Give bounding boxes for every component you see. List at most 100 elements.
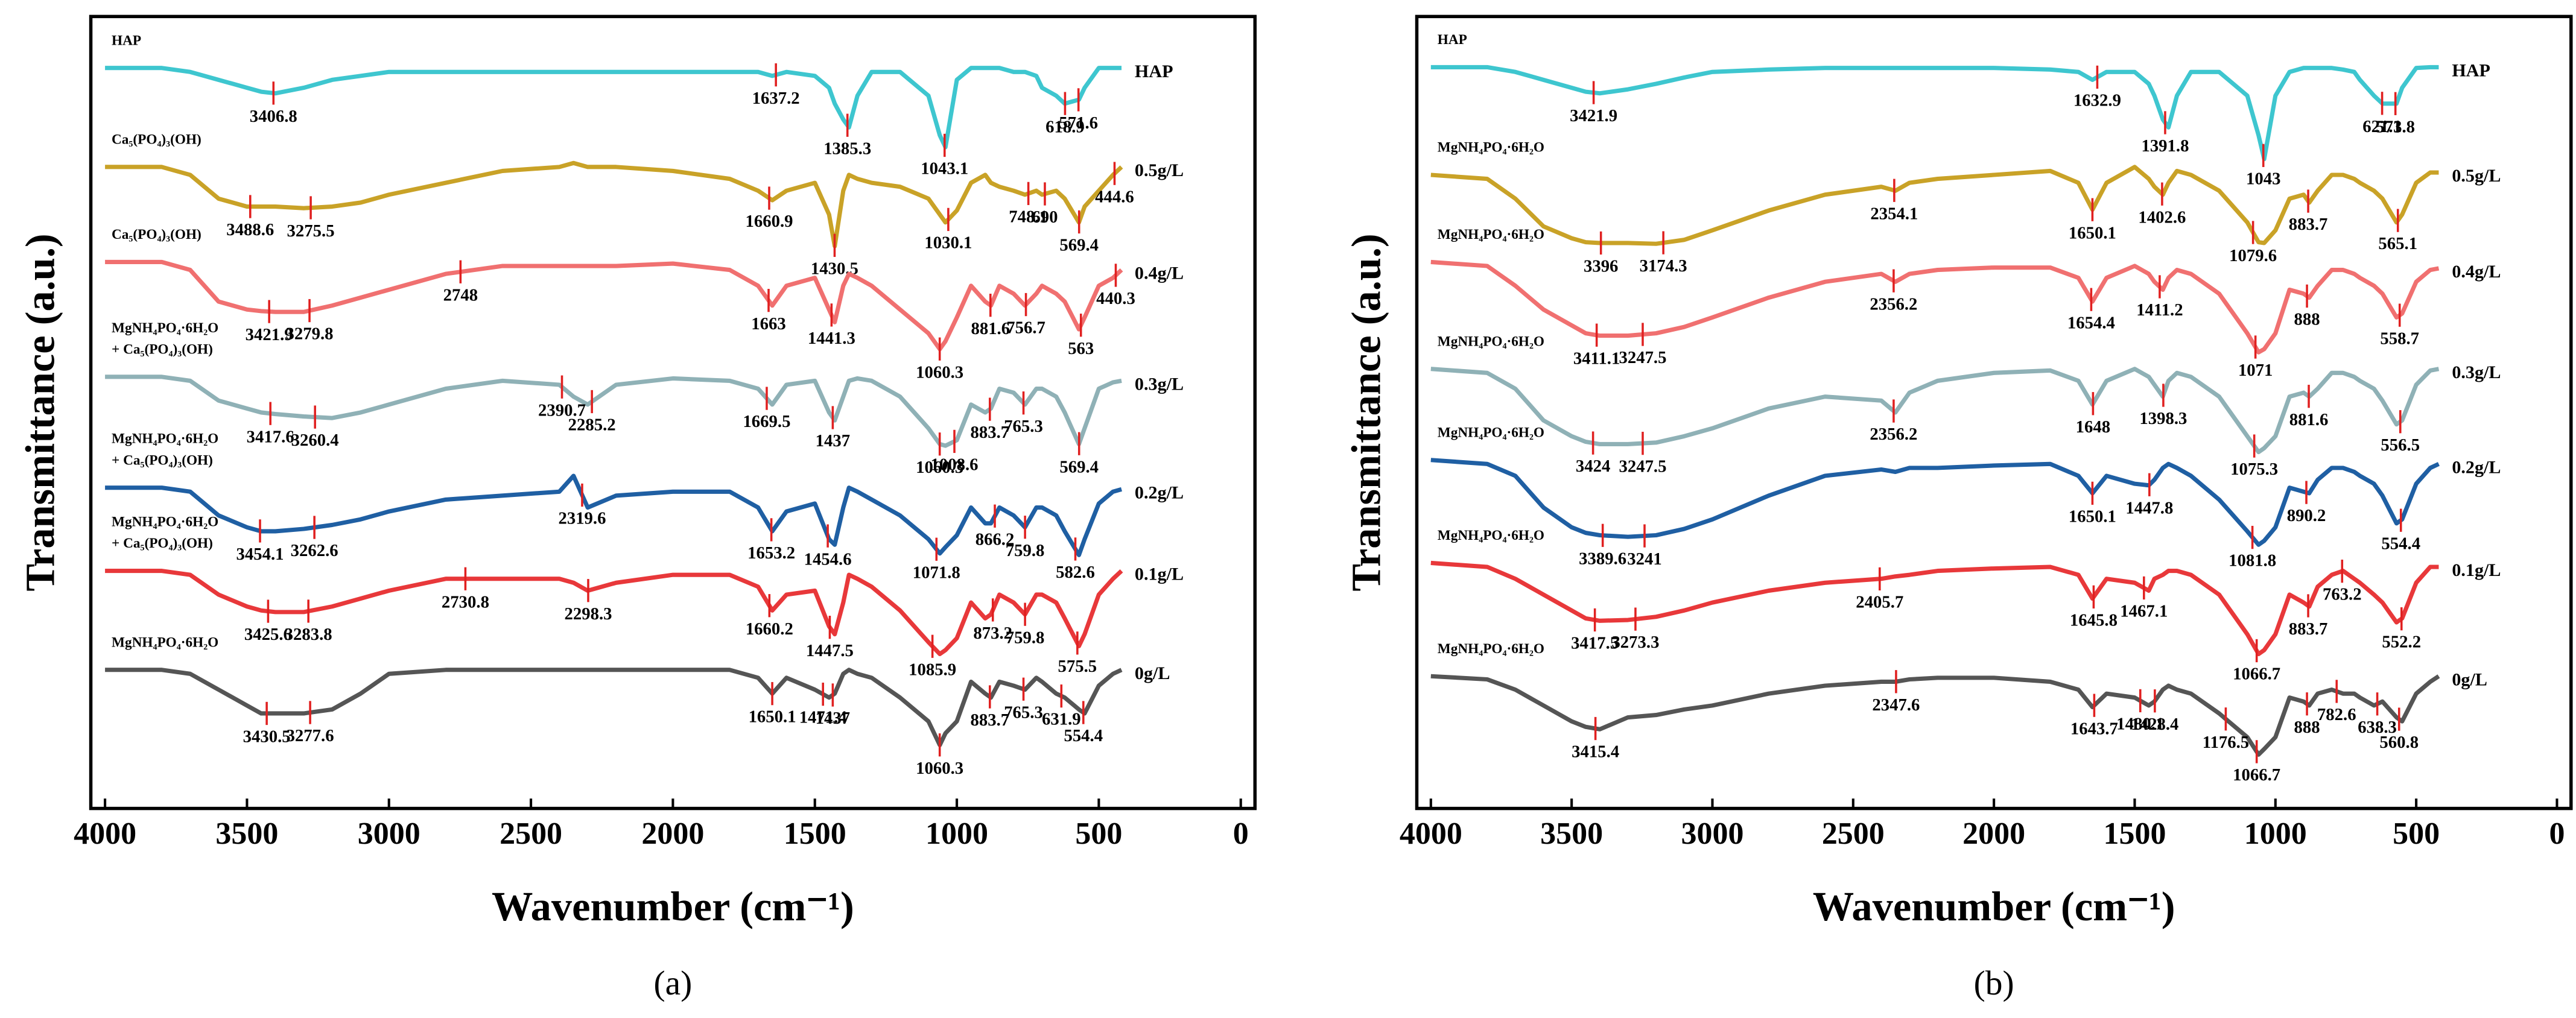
series-label: 0.2g/L xyxy=(1135,482,1184,502)
peak-label: 569.4 xyxy=(1059,236,1099,255)
x-tick-label: 3000 xyxy=(358,817,420,851)
peak-label: 3454.1 xyxy=(236,545,284,564)
peak-label: 1447.5 xyxy=(806,641,854,660)
peak-label: 3279.8 xyxy=(286,324,334,344)
peak-label: 3411.1 xyxy=(1573,349,1620,368)
series-label: 0.4g/L xyxy=(1135,263,1184,283)
series-label: 0.2g/L xyxy=(2452,457,2501,477)
peak-label: 3415.4 xyxy=(1572,742,1619,762)
peak-label: 1437 xyxy=(816,709,850,728)
peak-label: 1085.9 xyxy=(909,660,956,679)
peak-label: 1637.2 xyxy=(752,89,800,108)
peak-label: 2356.2 xyxy=(1870,294,1917,314)
peak-label: 3389.6 xyxy=(1579,549,1626,568)
peak-label: 888 xyxy=(2294,718,2320,737)
peak-label: 1650.1 xyxy=(2069,223,2116,242)
peak-label: 571.6 xyxy=(1059,113,1098,133)
peak-label: 2405.7 xyxy=(1856,593,1903,612)
series-label: 0.5g/L xyxy=(2452,165,2501,186)
peak-label: 881.6 xyxy=(2289,410,2329,429)
series-label: HAP xyxy=(2452,60,2490,81)
x-tick-label: 500 xyxy=(2393,817,2440,851)
spectrum-line xyxy=(1430,65,2439,162)
x-tick-label: 3500 xyxy=(215,817,278,851)
peak-label: 2748 xyxy=(443,285,478,305)
sample-label: HAP xyxy=(112,33,141,48)
peak-label: 1060.3 xyxy=(916,458,963,477)
peak-label: 1071 xyxy=(2238,361,2273,380)
peak-label: 2730.8 xyxy=(442,592,489,612)
peak-label: 883.7 xyxy=(970,423,1009,442)
peak-label: 1653.2 xyxy=(747,543,795,563)
x-tick-label: 1000 xyxy=(925,817,988,851)
peak-label: 1643.7 xyxy=(2070,719,2118,738)
peak-label: 881.6 xyxy=(971,319,1010,338)
peak-label: 444.6 xyxy=(1095,187,1134,206)
sample-label: + Ca₅(PO₄)₃(OH) xyxy=(112,536,213,551)
series-label: HAP xyxy=(1135,61,1173,81)
x-tick-label: 4000 xyxy=(74,817,136,851)
series-label: 0.1g/L xyxy=(2452,560,2501,580)
peak-label: 560.8 xyxy=(2379,733,2419,752)
x-tick-label: 2000 xyxy=(1962,817,2025,851)
peak-label: 1669.5 xyxy=(743,412,790,431)
series-label: 0.4g/L xyxy=(2452,261,2501,282)
peak-label: 621.1 xyxy=(2362,117,2402,136)
peak-label: 2390.7 xyxy=(538,400,586,420)
peak-label: 1467.1 xyxy=(2120,602,2168,621)
peak-label: 890.2 xyxy=(2287,506,2326,525)
peak-label: 888 xyxy=(2294,310,2320,329)
peak-label: 569.4 xyxy=(1059,457,1099,476)
peak-label: 1075.3 xyxy=(2230,460,2278,479)
x-tick-label: 0 xyxy=(1233,817,1249,851)
peak-label: 756.7 xyxy=(1006,318,1045,338)
peak-label: 3262.6 xyxy=(291,541,338,560)
y-axis-title: Transmittance (a.u.) xyxy=(17,233,63,591)
peak-label: 2285.2 xyxy=(568,416,616,435)
peak-label: 748.1 xyxy=(1009,207,1048,227)
peak-label: 3241 xyxy=(1627,549,1661,569)
peak-label: 554.4 xyxy=(1064,726,1103,745)
x-tick-label: 3500 xyxy=(1540,817,1603,851)
peak-label: 1402.6 xyxy=(2138,207,2186,227)
peak-label: 3174.3 xyxy=(1640,256,1687,276)
peak-label: 1441.3 xyxy=(808,329,855,348)
peak-label: 1660.9 xyxy=(745,212,793,231)
peak-label: 556.5 xyxy=(2381,435,2420,455)
y-axis-title: Transmittance (a.u.) xyxy=(1344,233,1389,591)
x-tick-label: 4000 xyxy=(1400,817,1462,851)
peak-label: 1043.1 xyxy=(921,159,968,179)
sample-label: MgNH₄PO₄·6H₂O xyxy=(112,634,218,650)
peak-label: 1411.2 xyxy=(2136,300,2183,320)
peak-label: 2356.2 xyxy=(1870,425,1917,444)
peak-label: 563 xyxy=(1068,339,1094,358)
peak-label: 1650.1 xyxy=(749,707,796,727)
peak-label: 1437 xyxy=(816,431,850,451)
peak-label: 1454.6 xyxy=(804,549,852,569)
spectrum-line xyxy=(1430,560,2439,657)
spectrum-line xyxy=(105,473,1122,557)
sample-label: Ca₅(PO₄)₃(OH) xyxy=(112,227,201,242)
x-axis-title: Wavenumber (cm⁻¹) xyxy=(492,884,854,929)
series-label: 0.5g/L xyxy=(1135,160,1184,180)
peak-label: 3430.5 xyxy=(243,727,291,747)
peak-label: 1632.9 xyxy=(2073,91,2121,110)
x-tick-label: 1500 xyxy=(2103,817,2166,851)
sample-label: Ca₅(PO₄)₃(OH) xyxy=(112,131,201,147)
peak-label: 1066.7 xyxy=(2233,765,2280,785)
peak-label: 3424 xyxy=(1576,457,1610,476)
peak-label: 1391.8 xyxy=(2141,136,2189,156)
peak-label: 3275.5 xyxy=(287,221,335,241)
spectrum-line xyxy=(1430,458,2440,547)
peak-label: 1008.6 xyxy=(931,455,979,475)
series-label: 0g/L xyxy=(2452,669,2487,689)
peak-label: 558.7 xyxy=(2380,329,2419,348)
series-label: 0.1g/L xyxy=(1135,564,1184,584)
spectrum-line xyxy=(105,375,1122,448)
sample-label: MgNH₄PO₄·6H₂O xyxy=(1438,641,1544,657)
peak-label: 763.2 xyxy=(2323,585,2362,604)
peak-label: 2298.3 xyxy=(565,604,612,624)
peak-label: 3273.3 xyxy=(1611,633,1659,652)
peak-label: 690 xyxy=(1032,207,1058,227)
